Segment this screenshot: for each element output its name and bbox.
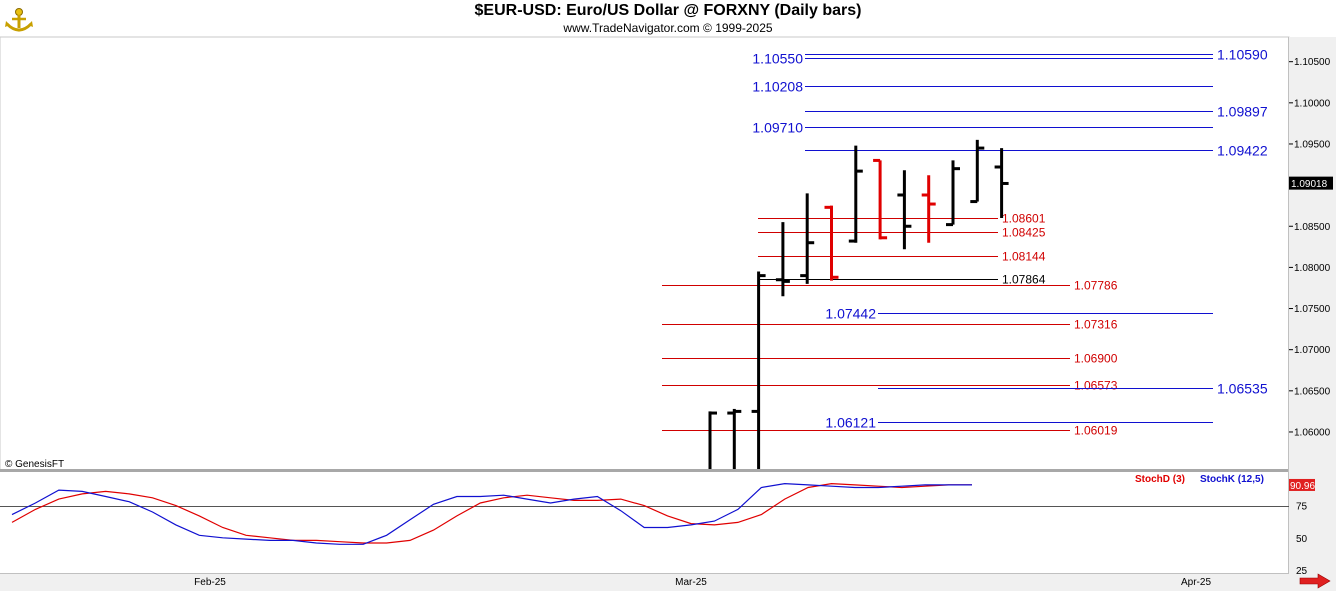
date-tick-label: Feb-25 (194, 577, 226, 588)
price-tick-label: 1.07500 (1294, 304, 1331, 315)
price-tick-label: 1.09500 (1294, 139, 1331, 150)
price-tick-label: 1.08500 (1294, 222, 1331, 233)
stochK-legend: StochK (12,5) (1200, 474, 1264, 485)
level-label: 1.07316 (1074, 318, 1118, 332)
scroll-right-arrow-icon[interactable] (1299, 573, 1331, 589)
price-bars (708, 139, 1009, 469)
price-tick-label: 1.06000 (1294, 427, 1331, 438)
level-label: 1.08601 (1002, 212, 1046, 226)
chart-header: $EUR-USD: Euro/US Dollar @ FORXNY (Daily… (0, 0, 1336, 37)
stoch-tick-label: 50 (1296, 534, 1308, 545)
trade-navigator-logo-icon (4, 4, 34, 34)
stoch-series-line (11, 482, 972, 544)
price-tick-label: 1.07000 (1294, 345, 1331, 356)
price-tick-label: 1.10500 (1294, 57, 1331, 68)
date-axis: Feb-25 Mar-25 Apr-25 (194, 577, 1211, 588)
level-label: 1.09422 (1217, 143, 1268, 159)
price-axis: 1.105001.100001.095001.090001.085001.080… (1289, 57, 1333, 438)
stochD-legend: StochD (3) (1135, 474, 1185, 485)
support-resistance-levels: 1.10590 1.10550 1.10208 1.09897 1.09710 1.094… (662, 47, 1268, 438)
level-label: 1.10590 (1217, 47, 1268, 63)
last-price-label: 1.09018 (1291, 179, 1328, 190)
price-tick-label: 1.10000 (1294, 98, 1331, 109)
level-label: 1.09897 (1217, 104, 1268, 120)
level-label: 1.08144 (1002, 250, 1046, 264)
level-label: 1.06573 (1074, 379, 1118, 393)
copyright-label: © GenesisFT (5, 459, 64, 470)
last-price-marker (1289, 176, 1333, 190)
level-label: 1.06121 (825, 415, 876, 431)
price-tick-label: 1.06500 (1294, 386, 1331, 397)
chart-title: $EUR-USD: Euro/US Dollar @ FORXNY (Daily… (474, 2, 862, 19)
stoch-tick-label: 25 (1296, 566, 1308, 577)
chart-subtitle: www.TradeNavigator.com © 1999-2025 (563, 21, 773, 35)
stoch-series-line (11, 482, 972, 545)
level-label: 1.10208 (752, 79, 803, 95)
level-label: 1.10550 (752, 51, 803, 67)
level-label: 1.07864 (1002, 273, 1046, 287)
level-label: 1.08425 (1002, 226, 1046, 240)
level-label: 1.06535 (1217, 381, 1268, 397)
date-tick-label: Mar-25 (675, 577, 707, 588)
level-label: 1.06019 (1074, 424, 1118, 438)
level-label: 1.06900 (1074, 352, 1118, 366)
stoch-tick-label: 75 (1296, 502, 1308, 513)
stoch-last-value-marker (1289, 478, 1315, 491)
level-label: 1.09710 (752, 120, 803, 136)
date-tick-label: Apr-25 (1181, 577, 1211, 588)
level-label: 1.07786 (1074, 279, 1118, 293)
stoch-last-value-label: 90.96 (1290, 481, 1315, 492)
level-label: 1.07442 (825, 306, 876, 322)
price-tick-label: 1.08000 (1294, 263, 1331, 274)
stochastic-panel: 75 50 25 StochD (3) StochK (12,5) 90.96 (0, 474, 1315, 577)
